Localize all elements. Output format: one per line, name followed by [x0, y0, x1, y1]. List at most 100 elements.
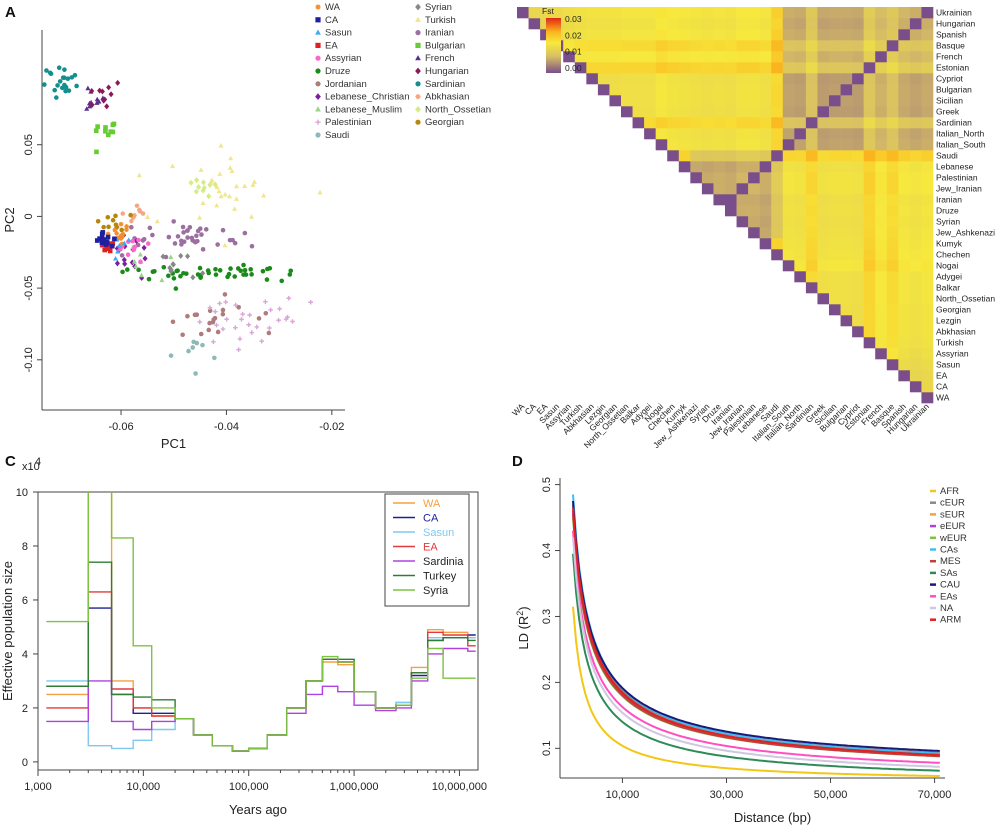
heatmap-cell [759, 62, 772, 74]
heatmap-cell [655, 84, 668, 96]
heatmap-cell [771, 227, 784, 239]
heatmap-row-label-estonian: Estonian [936, 62, 969, 72]
heatmap-cell [829, 106, 841, 118]
legend-marker-abkhasian [415, 94, 421, 100]
heatmap-cell [667, 84, 680, 96]
heatmap-cell [725, 7, 737, 19]
pca-point-turkish [233, 196, 240, 201]
heatmap-cell [863, 40, 876, 52]
pca-point-jordanian [207, 320, 212, 326]
y-tick-label: 0.1 [541, 741, 553, 756]
heatmap-cell [667, 29, 680, 41]
heatmap-cell [852, 260, 864, 272]
heatmap-cell [852, 18, 864, 30]
heatmap-cell [875, 128, 888, 140]
heatmap-cell [909, 62, 922, 74]
x-tick-label: 50,000 [814, 789, 848, 801]
x-tick-label: 1,000,000 [330, 781, 379, 793]
heatmap-cell [875, 348, 888, 360]
heatmap-cell [759, 194, 772, 206]
ld-series-mes [572, 514, 940, 758]
pca-point-bulgarian [94, 149, 99, 155]
pca-point-ca [99, 231, 105, 237]
legend-label-turkey: Turkey [423, 571, 457, 583]
ld-series-cas [572, 494, 940, 755]
heatmap-cell [886, 172, 899, 184]
legend-label-ea: EA [325, 40, 338, 51]
heatmap-cell [875, 326, 888, 338]
heatmap-cell [909, 216, 922, 228]
pca-point-turkish [251, 179, 257, 184]
pca-point-ca [109, 243, 115, 249]
heatmap-row-label-adygei: Adygei [936, 271, 962, 281]
heatmap-cell [909, 238, 922, 250]
heatmap-cell [725, 84, 737, 96]
pca-point-palestinian [240, 311, 245, 317]
heatmap-cell [840, 205, 853, 217]
pca-point-druze [260, 268, 266, 274]
heatmap-cell [655, 7, 668, 19]
colorbar-tick-label: 0.03 [565, 14, 582, 24]
heatmap-cell [875, 172, 888, 184]
heatmap-cell [805, 18, 818, 30]
pca-point-druze [265, 266, 270, 272]
heatmap-cell [840, 18, 853, 30]
heatmap-cell [886, 18, 899, 30]
x-tick-label: 10,000 [127, 781, 161, 793]
heatmap-cell [898, 106, 911, 118]
heatmap-cell [678, 150, 691, 162]
heatmap-cell [725, 29, 737, 41]
heatmap-cell [829, 161, 841, 173]
heatmap-cell [609, 62, 622, 74]
heatmap-cell [817, 282, 830, 294]
heatmap-cell [759, 73, 772, 85]
heatmap-cell [586, 73, 599, 85]
pca-point-iranian [140, 238, 146, 243]
heatmap-cell [563, 7, 576, 19]
heatmap-cell [875, 293, 888, 305]
pca-point-turkish [234, 183, 240, 189]
heatmap-cell [690, 51, 703, 63]
pca-point-bulgarian [111, 121, 117, 127]
heatmap-row-label-druze: Druze [936, 205, 959, 215]
heatmap-cell [805, 282, 818, 294]
heatmap-cell [852, 271, 864, 283]
heatmap-cell [759, 18, 772, 30]
heatmap-cell [921, 249, 934, 261]
heatmap-cell [678, 95, 691, 107]
heatmap-cell [644, 73, 656, 85]
pca-point-georgian [110, 217, 116, 223]
heatmap-cell [921, 205, 934, 217]
pca-point-north_ossetian [200, 179, 207, 186]
pca-point-turkish [222, 191, 228, 197]
legend-label-weur: wEUR [939, 533, 967, 544]
heatmap-cell [713, 7, 726, 19]
heatmap-cell [921, 326, 934, 338]
heatmap-cell [632, 51, 645, 63]
pca-point-palestinian [267, 325, 272, 331]
pca-point-north_ossetian [194, 177, 200, 184]
heatmap-cell [655, 40, 668, 52]
heatmap-cell [909, 359, 922, 371]
heatmap-cell [736, 18, 749, 30]
heatmap-cell [840, 304, 853, 316]
pca-point-palestinian [285, 314, 290, 320]
pca-point-iranian [194, 233, 199, 239]
heatmap-cell [863, 161, 876, 173]
legend-marker-saudi [315, 132, 321, 138]
legend-marker-ca [315, 17, 321, 23]
heatmap-cell [817, 84, 830, 96]
legend-marker-jordanian [315, 81, 321, 87]
heatmap-cell [563, 40, 576, 52]
y-tick-label: 6 [22, 595, 28, 607]
heatmap-cell [852, 139, 864, 151]
heatmap-row-label-abkhasian: Abkhasian [936, 326, 976, 336]
heatmap-cell [771, 29, 784, 41]
ld-series-cau [572, 501, 940, 752]
heatmap-cell [771, 139, 784, 151]
heatmap-cell [701, 106, 714, 118]
heatmap-cell [852, 183, 864, 195]
heatmap-cell [759, 150, 772, 162]
heatmap-cell [886, 73, 899, 85]
heatmap-cell [921, 293, 934, 305]
